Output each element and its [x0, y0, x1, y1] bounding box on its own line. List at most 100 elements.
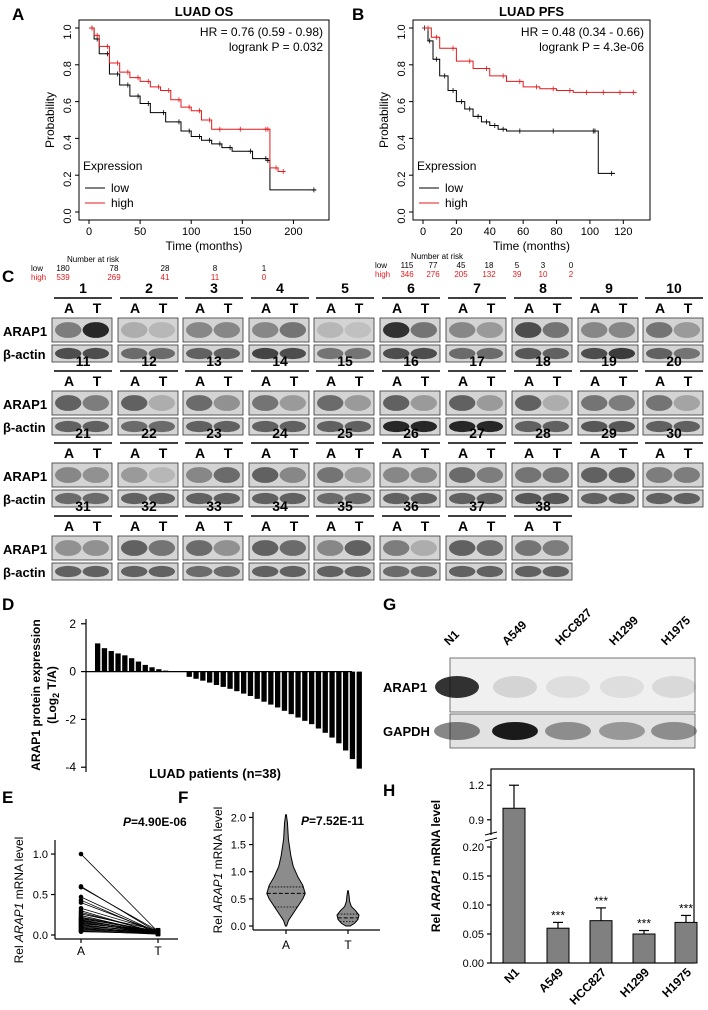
gapdh-band: [545, 722, 591, 740]
lane-label-a: A: [64, 518, 74, 534]
y-tick-label: 1.5: [231, 840, 246, 852]
blot-band: [542, 322, 569, 338]
blot-band: [515, 492, 542, 505]
lane-label-t: T: [421, 300, 430, 316]
actin-blot: [117, 562, 179, 581]
actin-blot: [577, 344, 639, 363]
lane-label-a: A: [130, 373, 140, 389]
lane-label-t: T: [619, 300, 628, 316]
bar-N1: [502, 807, 526, 964]
blot-strip: [51, 462, 113, 488]
y-tick-label: 0.00: [463, 958, 484, 970]
lane-label-a: A: [392, 445, 402, 461]
waterfall-bar: [247, 671, 254, 696]
lane-label-a: A: [524, 518, 534, 534]
y-tick-label: 0.5: [231, 894, 246, 906]
blot-sample-16: 16A T: [379, 353, 441, 436]
lane-label-a: A: [326, 300, 336, 316]
sample-number: 10: [666, 280, 682, 296]
blot-sample-30: 30A T: [642, 425, 704, 508]
blot-sample-18: 18A T: [511, 353, 573, 436]
bar-H1975: [674, 921, 698, 964]
blot-sample-15: 15A T: [313, 353, 375, 436]
blot-sample-1: 1A T: [51, 280, 113, 363]
blot-sample-7: 7A T: [445, 280, 507, 363]
blot-band: [476, 540, 503, 556]
blot-band: [410, 395, 437, 411]
blot-band: [54, 565, 82, 578]
blot-strip: [117, 317, 179, 343]
y-tick-label: -2: [65, 712, 76, 726]
sample-number: 3: [210, 280, 218, 296]
blot-band: [279, 322, 306, 338]
pair-line: [80, 923, 159, 932]
risk-high-value: 2: [569, 270, 574, 279]
blot-sample-10: 10A T: [642, 280, 704, 363]
label-part: (Log: [45, 698, 59, 724]
blot-band: [515, 467, 542, 483]
lane-label-t: T: [421, 445, 430, 461]
sample-number: 36: [403, 498, 419, 514]
blot-band: [317, 540, 344, 556]
dot-a: [78, 929, 84, 935]
lane-label-t: T: [290, 300, 299, 316]
lane-label-a: A: [130, 300, 140, 316]
blot-sample-34: 34A T: [248, 498, 310, 581]
y-tick-label: 0: [69, 665, 76, 679]
censor-mark: [458, 99, 464, 105]
blot-band: [476, 467, 503, 483]
blot-band: [476, 492, 503, 505]
blot-sample-24: 24A T: [248, 425, 310, 508]
waterfall-bar: [234, 671, 240, 692]
row-label-actin: β-actin: [3, 347, 46, 362]
arap1-blot: [313, 462, 375, 488]
censor-mark: [550, 128, 556, 134]
sample-number: 34: [272, 498, 288, 514]
arap1-blot: [379, 535, 441, 561]
blot-band: [410, 540, 437, 556]
blot-sample-20: 20A T: [642, 353, 704, 436]
y-axis-label: Probability: [43, 92, 57, 148]
blot-band: [449, 322, 476, 338]
panel-letter-g: G: [383, 595, 396, 614]
km-plot-A: 0 50 100 150 200 0.0 0.2 0.4 0.6 0.8 1.0 LUAD OS HR …: [43, 4, 330, 253]
blot-sample-23: 23A T: [182, 425, 244, 508]
sample-number: 28: [535, 425, 551, 441]
x-tick-label: 200: [284, 226, 302, 238]
blot-band: [82, 347, 110, 360]
km-curve-low: [89, 27, 316, 191]
label-part: 2: [51, 693, 61, 698]
blot-band: [581, 467, 608, 483]
arap1-band: [652, 676, 696, 698]
blot-sample-33: 33A T: [182, 498, 244, 581]
blot-band: [186, 420, 213, 433]
blot-band: [383, 395, 410, 411]
lane-label: H1975: [658, 613, 693, 648]
censor-mark: [433, 56, 439, 62]
y-tick-label: 0.0: [396, 208, 408, 223]
arap1-blot: [642, 317, 704, 343]
actin-blot: [182, 417, 244, 436]
blot-band: [449, 540, 476, 556]
blot-band: [673, 492, 700, 505]
p-value: P=4.90E-06: [123, 815, 187, 829]
lane-label-a: A: [458, 300, 468, 316]
significance-stars: ***: [594, 894, 608, 908]
waterfall-bar: [295, 671, 301, 718]
arap1-band: [435, 676, 479, 698]
blot-band: [54, 492, 82, 505]
blot-band: [542, 492, 569, 505]
censor-mark: [104, 43, 110, 49]
actin-blot: [511, 489, 573, 508]
censor-mark: [161, 110, 167, 116]
actin-blot: [313, 417, 375, 436]
blot-band: [449, 395, 476, 411]
legend-label-high: high: [111, 196, 134, 210]
blot-band: [646, 492, 673, 505]
lane-label-a: A: [261, 518, 271, 534]
lane-label-t: T: [619, 373, 628, 389]
row-label-gapdh: GAPDH: [383, 724, 430, 739]
censor-mark: [475, 113, 481, 119]
lane-label-t: T: [684, 300, 693, 316]
risk-high-value: 11: [211, 273, 220, 282]
